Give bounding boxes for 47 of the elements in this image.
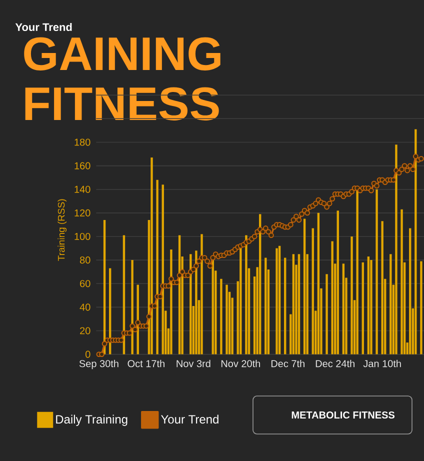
bar bbox=[264, 258, 267, 354]
bar bbox=[284, 258, 286, 354]
bar bbox=[370, 260, 372, 354]
y-tick-label: 60 bbox=[80, 280, 90, 288]
x-tick-label: Dec 24th bbox=[316, 360, 354, 368]
y-tick-label: 160 bbox=[74, 162, 90, 170]
bar bbox=[226, 284, 228, 354]
y-axis-title: Training (RSS) bbox=[58, 199, 67, 261]
bar bbox=[367, 256, 370, 354]
x-tick-label: Jan 10th bbox=[363, 360, 401, 368]
bar bbox=[409, 228, 412, 354]
legend-label: Your Trend bbox=[160, 414, 218, 424]
bar bbox=[276, 248, 278, 354]
bar bbox=[390, 254, 392, 354]
y-tick-label: 140 bbox=[74, 186, 90, 193]
y-tick-label: 180 bbox=[74, 138, 90, 146]
bar bbox=[220, 278, 222, 354]
y-tick-label: 40 bbox=[80, 304, 90, 311]
bar bbox=[342, 264, 345, 354]
bar bbox=[350, 236, 353, 354]
bar bbox=[303, 218, 306, 354]
bar bbox=[317, 212, 320, 354]
bar bbox=[400, 209, 403, 354]
y-tick-label: 80 bbox=[80, 256, 90, 264]
y-tick-label: 20 bbox=[80, 327, 90, 334]
bar bbox=[336, 210, 339, 354]
x-tick-label: Dec 7th bbox=[271, 360, 304, 368]
y-tick-label: 120 bbox=[74, 209, 90, 216]
x-tick-label: Nov 3rd bbox=[176, 360, 210, 368]
chart-subtitle: Your Trend bbox=[15, 22, 72, 32]
bar bbox=[362, 262, 364, 354]
y-tick-label: 100 bbox=[74, 232, 90, 240]
bar bbox=[278, 246, 281, 354]
bar bbox=[298, 254, 300, 354]
x-tick-label: Sep 30th bbox=[79, 360, 118, 370]
bar bbox=[326, 274, 328, 354]
x-tick-label: Oct 17th bbox=[128, 360, 164, 368]
text: METABOLIC FITNESS bbox=[292, 411, 395, 419]
bar bbox=[312, 228, 314, 354]
chart-title: GAINING FITNESS bbox=[24, 37, 220, 120]
bar bbox=[381, 221, 384, 354]
bar bbox=[420, 261, 422, 354]
bar bbox=[292, 254, 295, 354]
legend-label: Daily Training bbox=[56, 414, 128, 426]
x-tick-label: Nov 20th bbox=[221, 360, 260, 368]
bar bbox=[331, 241, 334, 354]
y-tick-label: 0 bbox=[85, 350, 90, 358]
